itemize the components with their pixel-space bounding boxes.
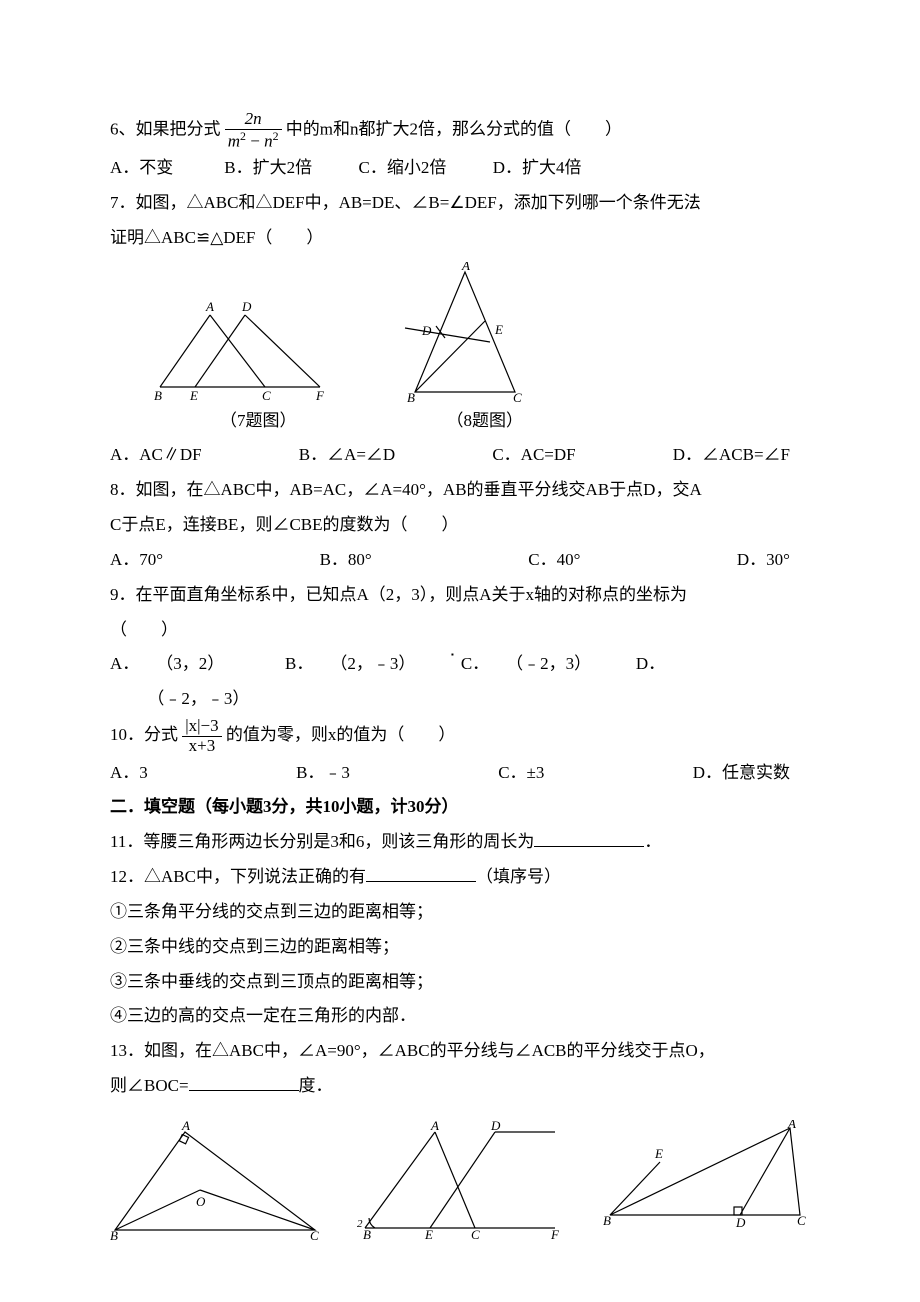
svg-text:D: D: [735, 1215, 746, 1230]
q6-fraction: 2n m2 − n2: [225, 110, 282, 151]
q7-caption: （7题图）: [220, 404, 297, 439]
q6-stem-b: 中的m和n都扩大2倍，那么分式的值（ ）: [286, 119, 622, 138]
q12-blank[interactable]: [366, 866, 476, 882]
q7-stem-2: 证明△ABC≌△DEF（ ）: [110, 221, 810, 256]
svg-text:E: E: [494, 322, 503, 337]
q9-opt-b: B． （2，﹣3）: [285, 647, 450, 682]
q6-opt-d: D．扩大4倍: [493, 158, 582, 177]
q9-opt-a: A． （3，2）: [110, 647, 285, 682]
q13-figures: A B C O A D B E C F: [110, 1120, 810, 1240]
q12-stem: 12．△ABC中，下列说法正确的有 （填序号）: [110, 860, 810, 895]
q7-stem-1: 7．如图，△ABC和△DEF中，AB=DE、∠B=∠DEF，添加下列哪一个条件无…: [110, 186, 810, 221]
q12-item-4: ④三边的高的交点一定在三角形的内部．: [110, 999, 810, 1034]
svg-text:A: A: [205, 299, 214, 314]
q12-stem-b: （填序号）: [476, 867, 561, 886]
svg-text:D: D: [241, 299, 252, 314]
q13-figure-b: A D B E C F 2: [355, 1120, 565, 1240]
svg-text:B: B: [407, 390, 415, 402]
q13-figure-c: A B C D E: [600, 1120, 810, 1230]
q12-item-1: ①三条角平分线的交点到三边的距离相等；: [110, 895, 810, 930]
q6-options: A．不变 B．扩大2倍 C．缩小2倍 D．扩大4倍: [110, 151, 810, 186]
q8-stem-2: C于点E，连接BE，则∠CBE的度数为（ ）: [110, 508, 810, 543]
q8-opt-b: B．80°: [320, 543, 372, 578]
q13-blank[interactable]: [189, 1075, 299, 1091]
svg-text:D: D: [421, 323, 432, 338]
section-2-heading: 二．填空题（每小题3分，共10小题，计30分）: [110, 790, 810, 825]
svg-text:A: A: [181, 1120, 190, 1133]
svg-text:E: E: [424, 1227, 433, 1240]
q10-opt-d: D．任意实数: [693, 756, 790, 791]
q9-opt-d2: （﹣2，﹣3）: [110, 682, 810, 717]
q13-stem-2b: 度．: [299, 1076, 333, 1095]
svg-text:C: C: [310, 1228, 319, 1240]
svg-text:C: C: [797, 1213, 806, 1228]
svg-text:O: O: [196, 1194, 206, 1209]
svg-text:A: A: [461, 262, 470, 273]
q10-opt-a: A．3: [110, 756, 148, 791]
q9-stem-1: 9．在平面直角坐标系中，已知点A（2，3），则点A关于x轴的对称点的坐标为: [110, 578, 810, 613]
q8-opt-a: A．70°: [110, 543, 163, 578]
q10-stem-b: 的值为零，则x的值为（ ）: [226, 725, 456, 744]
q13-stem-2: 则∠BOC= 度．: [110, 1069, 810, 1104]
q9-opt-d: D．: [636, 647, 665, 682]
q8-options: A．70° B．80° C．40° D．30°: [110, 543, 790, 578]
q7-figure-svg: A D B E C F: [150, 297, 330, 402]
q6-opt-b: B．扩大2倍: [224, 151, 354, 186]
q8-stem-1: 8．如图，在△ABC中，AB=AC，∠A=40°，AB的垂直平分线交AB于点D，…: [110, 473, 810, 508]
q12-stem-a: 12．△ABC中，下列说法正确的有: [110, 867, 366, 886]
svg-text:C: C: [513, 390, 522, 402]
svg-text:D: D: [490, 1120, 501, 1133]
q7-opt-b: B．∠A=∠D: [299, 438, 395, 473]
q11-stem: 11．等腰三角形两边长分别是3和6，则该三角形的周长为 ．: [110, 825, 810, 860]
q8-figure-svg: A D E B C: [390, 262, 540, 402]
svg-text:B: B: [363, 1227, 371, 1240]
svg-text:E: E: [654, 1146, 663, 1161]
q7-opt-c: C．AC=DF: [492, 438, 575, 473]
q8-opt-c: C．40°: [528, 543, 580, 578]
q8-caption: （8题图）: [447, 404, 524, 439]
q13-stem-1: 13．如图，在△ABC中，∠A=90°，∠ABC的平分线与∠ACB的平分线交于点…: [110, 1034, 810, 1069]
q7-options: A．AC∥DF B．∠A=∠D C．AC=DF D．∠ACB=∠F: [110, 438, 790, 473]
svg-text:C: C: [262, 388, 271, 402]
q7-q8-captions: （7题图） （8题图）: [180, 404, 810, 439]
svg-text:B: B: [110, 1228, 118, 1240]
q6-stem: 6、如果把分式 2n m2 − n2 中的m和n都扩大2倍，那么分式的值（ ）: [110, 110, 810, 151]
q9-options: A． （3，2） B． （2，﹣3） ▪ C． （﹣2，3） D．: [110, 647, 810, 682]
dot-decor: ▪: [450, 647, 455, 682]
q9-stem-2: （ ）: [110, 613, 810, 648]
q8-opt-d: D．30°: [737, 543, 790, 578]
q9-opt-c: C． （﹣2，3）: [461, 647, 636, 682]
svg-text:C: C: [471, 1227, 480, 1240]
svg-text:B: B: [603, 1213, 611, 1228]
svg-text:E: E: [189, 388, 198, 402]
q12-item-3: ③三条中垂线的交点到三顶点的距离相等；: [110, 965, 810, 1000]
q10-options: A．3 B．﹣3 C．±3 D．任意实数: [110, 756, 790, 791]
q6-stem-a: 6、如果把分式: [110, 119, 225, 138]
q13-figure-a: A B C O: [110, 1120, 320, 1240]
svg-text:A: A: [430, 1120, 439, 1133]
svg-text:B: B: [154, 388, 162, 402]
svg-text:F: F: [550, 1227, 560, 1240]
q10-opt-b: B．﹣3: [296, 756, 350, 791]
q10-stem-a: 10．分式: [110, 725, 178, 744]
q6-opt-c: C．缩小2倍: [359, 151, 489, 186]
svg-text:A: A: [787, 1120, 796, 1131]
svg-text:2: 2: [357, 1218, 363, 1230]
q13-stem-2a: 则∠BOC=: [110, 1076, 189, 1095]
svg-text:F: F: [315, 388, 325, 402]
q7-figures: A D B E C F A D E B C: [150, 262, 810, 402]
q6-opt-a: A．不变: [110, 151, 220, 186]
q7-opt-a: A．AC∥DF: [110, 438, 202, 473]
q10-fraction: |x|−3 x+3: [182, 717, 221, 755]
q10-opt-c: C．±3: [498, 756, 544, 791]
q7-opt-d: D．∠ACB=∠F: [673, 438, 790, 473]
q11-blank[interactable]: [534, 831, 644, 847]
q11-stem-b: ．: [644, 832, 661, 851]
q12-item-2: ②三条中线的交点到三边的距离相等；: [110, 930, 810, 965]
q10-stem: 10．分式 |x|−3 x+3 的值为零，则x的值为（ ）: [110, 717, 810, 755]
q11-stem-a: 11．等腰三角形两边长分别是3和6，则该三角形的周长为: [110, 832, 534, 851]
